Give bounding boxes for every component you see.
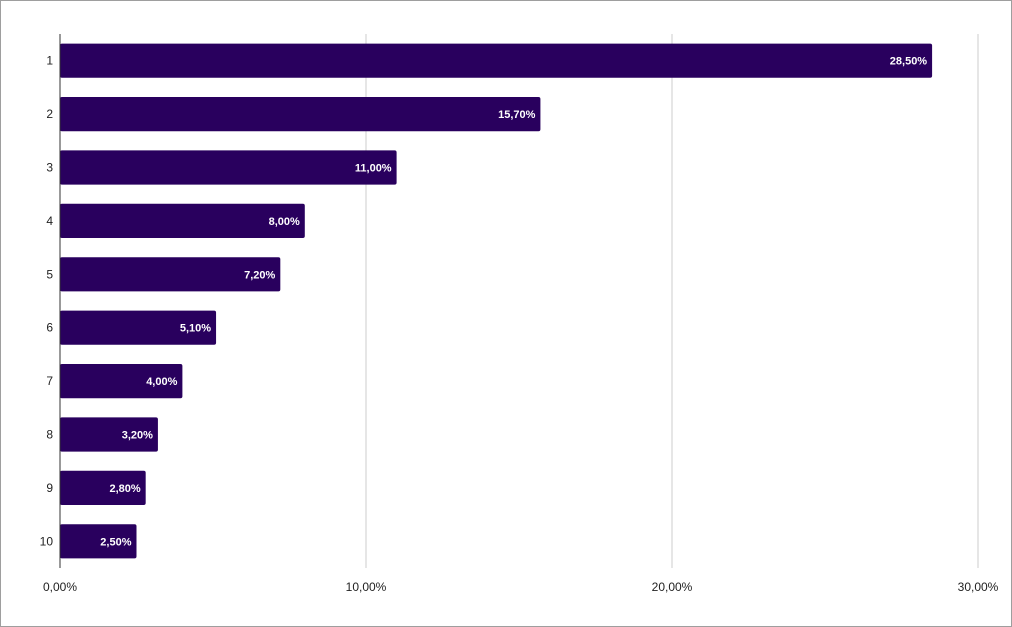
category-label: 1 [46,54,53,68]
data-label: 28,50% [890,56,928,68]
x-tick-labels: 0,00% 10,00% 20,00% 30,00% [43,580,999,594]
bar [60,417,158,452]
category-labels: 1 2 3 4 5 6 7 8 9 10 [40,54,54,549]
category-label: 5 [46,267,53,281]
data-label: 11,00% [355,163,392,175]
data-label: 3,20% [122,430,153,442]
bar [60,203,305,238]
data-label: 4,00% [146,376,177,388]
data-label: 2,50% [100,536,131,548]
bar [60,97,541,132]
bar [60,310,217,345]
bar [60,470,146,505]
data-label: 15,70% [498,109,536,121]
data-label: 2,80% [109,483,140,495]
bar [60,150,397,185]
x-tick-label: 0,00% [43,580,77,594]
bar [60,257,281,292]
data-label: 5,10% [180,323,211,335]
category-label: 2 [46,107,53,121]
category-label: 10 [40,534,54,548]
x-tick-label: 10,00% [346,580,387,594]
category-label: 8 [46,428,53,442]
x-tick-label: 30,00% [958,580,999,594]
data-label: 7,20% [244,269,275,281]
bar [60,364,183,399]
category-label: 9 [46,481,53,495]
category-label: 6 [46,321,53,335]
data-label: 8,00% [269,216,300,228]
x-tick-label: 20,00% [652,580,693,594]
category-label: 7 [46,374,53,388]
bars: 28,50% 15,70% 11,00% 8,00% 7,20% 5,10% 4,00% 3,… [60,43,933,559]
category-label: 3 [46,161,53,175]
category-label: 4 [46,214,53,228]
bar [60,43,933,78]
bar [60,524,137,559]
